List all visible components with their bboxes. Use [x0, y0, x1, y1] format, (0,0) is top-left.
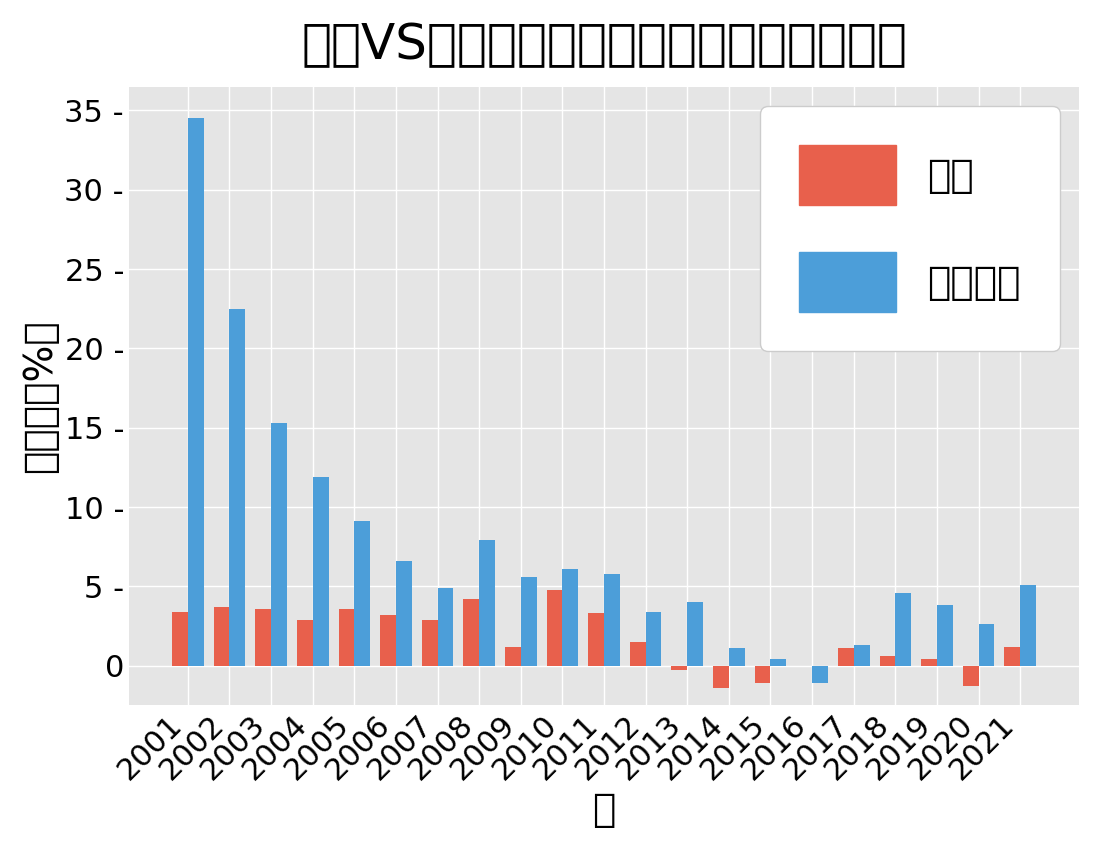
Bar [297, 620, 312, 666]
Bar [255, 609, 271, 666]
Bar [688, 603, 703, 666]
Bar [562, 569, 579, 666]
Title: 希腊VS罗马尼亚：近二十年通胀率趋势对比: 希腊VS罗马尼亚：近二十年通胀率趋势对比 [301, 21, 908, 69]
Bar [547, 590, 562, 666]
Bar [937, 605, 953, 666]
Bar [271, 423, 287, 666]
Bar [921, 660, 937, 666]
Bar [339, 609, 354, 666]
Bar [713, 666, 729, 688]
Bar [604, 574, 619, 666]
Bar [880, 656, 895, 666]
Bar [979, 625, 994, 666]
Bar [895, 592, 911, 666]
Bar [1004, 647, 1020, 666]
Bar [421, 620, 438, 666]
Bar [770, 660, 786, 666]
Bar [520, 577, 537, 666]
Bar [755, 666, 770, 683]
Bar [172, 612, 188, 666]
Bar [646, 612, 661, 666]
Legend: 希腊, 罗马尼亚: 希腊, 罗马尼亚 [760, 106, 1059, 351]
Bar [962, 666, 979, 686]
Bar [588, 614, 604, 666]
Bar [188, 118, 204, 666]
Bar [480, 541, 495, 666]
Bar [230, 309, 245, 666]
Bar [463, 599, 480, 666]
Bar [729, 649, 745, 666]
Bar [396, 561, 411, 666]
Bar [438, 588, 453, 666]
Bar [812, 666, 828, 683]
X-axis label: 年: 年 [592, 791, 616, 829]
Y-axis label: 通胀率（%）: 通胀率（%） [21, 319, 58, 473]
Bar [354, 521, 371, 666]
Bar [505, 647, 520, 666]
Bar [381, 615, 396, 666]
Bar [854, 645, 869, 666]
Bar [213, 607, 230, 666]
Bar [671, 666, 688, 671]
Bar [630, 642, 646, 666]
Bar [838, 649, 854, 666]
Bar [312, 477, 329, 666]
Bar [1020, 585, 1036, 666]
